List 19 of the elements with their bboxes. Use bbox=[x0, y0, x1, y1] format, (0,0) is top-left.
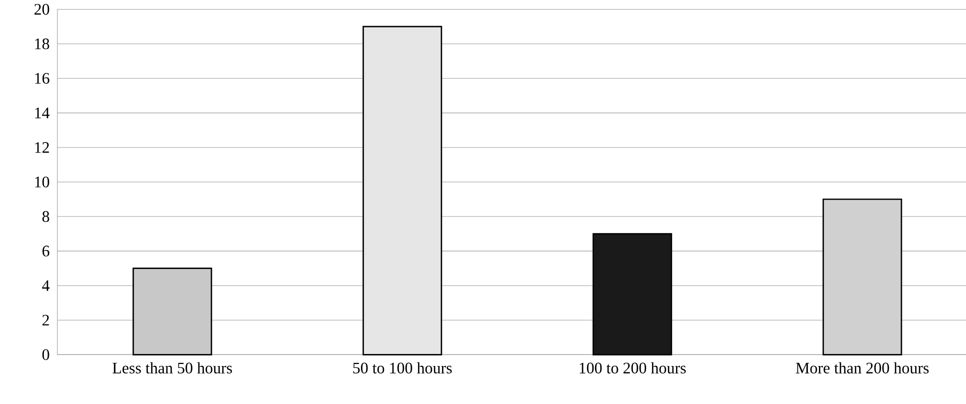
y-tick-label: 18 bbox=[35, 38, 50, 50]
y-tick-label: 2 bbox=[42, 314, 49, 326]
y-tick-label: 6 bbox=[42, 246, 50, 256]
bar bbox=[822, 198, 902, 356]
y-tick-label: 0 bbox=[42, 349, 50, 360]
x-tick-label: 50 to 100 hours bbox=[353, 362, 452, 374]
bar bbox=[362, 26, 442, 356]
y-tick-label: 16 bbox=[35, 73, 50, 84]
y-tick-label: 14 bbox=[35, 108, 50, 118]
x-tick-label: Less than 50 hours bbox=[112, 362, 232, 374]
y-tick-label: 10 bbox=[35, 176, 50, 188]
y-tick-label: 8 bbox=[42, 211, 50, 222]
y-tick-label: 4 bbox=[42, 280, 50, 291]
x-tick-label: 100 to 200 hours bbox=[580, 362, 686, 374]
bar bbox=[132, 268, 212, 356]
y-tick-label: 12 bbox=[35, 142, 49, 153]
y-tick-label: 20 bbox=[34, 4, 50, 15]
x-tick-label: More than 200 hours bbox=[796, 362, 929, 374]
bar bbox=[592, 233, 672, 356]
